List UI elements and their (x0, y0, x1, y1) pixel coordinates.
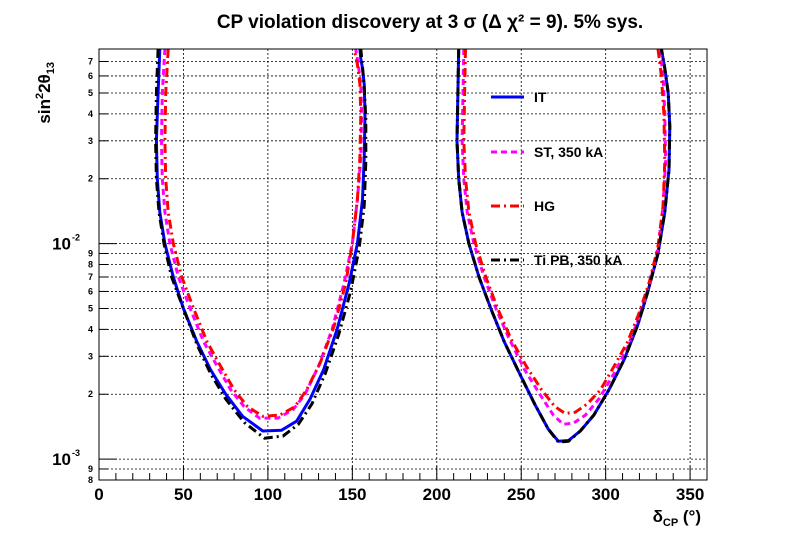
chart-title: CP violation discovery at 3 σ (Δ χ² = 9)… (217, 12, 643, 33)
series-line-it-1 (154, 49, 367, 433)
y-minor-tick-label: 8 (88, 260, 93, 270)
axis-ticks (98, 60, 691, 481)
y-minor-tick-label: 2 (88, 174, 93, 184)
y-tick-label: 10 (52, 450, 71, 469)
y-tick-exponent: -2 (72, 233, 80, 243)
x-tick-label: 100 (254, 485, 282, 504)
y-minor-tick-label: 7 (88, 272, 93, 282)
x-tick-label: 150 (338, 485, 366, 504)
y-minor-tick-label: 8 (88, 475, 93, 485)
y-minor-tick-label: 9 (88, 248, 93, 258)
x-tick-label: 250 (507, 485, 535, 504)
series-line-hg-2 (462, 49, 667, 415)
legend-label: HG (534, 198, 555, 214)
x-tick-label: 50 (174, 485, 193, 504)
series-line-ti-pb-350-ka-1 (154, 49, 368, 440)
legend-label: IT (534, 89, 547, 105)
series-layer (154, 49, 672, 444)
y-minor-tick-label: 4 (88, 109, 93, 119)
x-tick-label: 300 (591, 485, 619, 504)
series-line-hg-1 (163, 49, 363, 418)
y-minor-tick-label: 3 (88, 351, 93, 361)
series-line-it-2 (455, 49, 672, 443)
y-tick-label: 10 (52, 235, 71, 254)
x-tick-label: 200 (423, 485, 451, 504)
x-axis-label: δCP (°) (653, 507, 701, 529)
y-minor-tick-label: 4 (88, 324, 93, 334)
series-line-st-350-ka-2 (460, 49, 668, 426)
y-minor-tick-label: 5 (88, 303, 93, 313)
legend: IT ST, 350 kA HG Ti PB, 350 kA (491, 89, 622, 268)
y-tick-exponent: -3 (72, 448, 80, 458)
series-line-ti-pb-350-ka-2 (455, 49, 672, 444)
legend-label: ST, 350 kA (534, 144, 603, 160)
y-minor-tick-label: 2 (88, 389, 93, 399)
x-tick-label: 0 (94, 485, 103, 504)
y-minor-tick-label: 6 (88, 71, 93, 81)
y-minor-tick-label: 6 (88, 286, 93, 296)
series-line-st-350-ka-1 (160, 49, 364, 420)
y-minor-tick-label: 5 (88, 88, 93, 98)
y-minor-tick-label: 9 (88, 464, 93, 474)
y-minor-tick-label: 3 (88, 136, 93, 146)
y-minor-tick-label: 7 (88, 56, 93, 66)
legend-label: Ti PB, 350 kA (534, 252, 622, 268)
grid (99, 49, 707, 481)
x-tick-label: 350 (676, 485, 704, 504)
y-axis-label: sin22θ13 (34, 62, 57, 124)
